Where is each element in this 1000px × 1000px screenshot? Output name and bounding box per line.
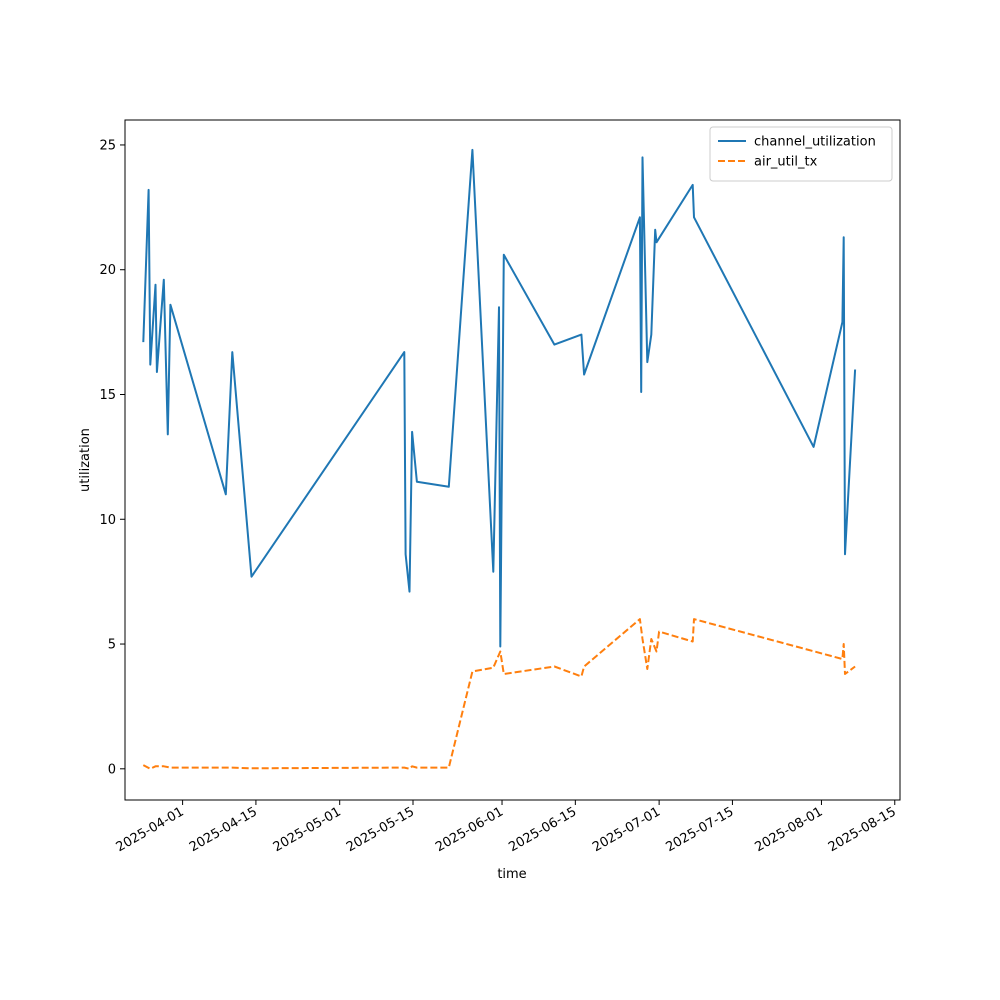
- series-layer: [142, 148, 857, 770]
- y-tick-label: 0: [108, 762, 116, 777]
- y-tick-label: 25: [99, 138, 116, 153]
- x-axis-label: time: [497, 867, 526, 882]
- y-axis-label: utilization: [78, 428, 93, 492]
- series-line-air_util_tx: [142, 618, 856, 770]
- y-tick-label: 10: [99, 513, 116, 528]
- legend: channel_utilization air_util_tx: [709, 126, 893, 182]
- series-line-channel_utilization: [142, 148, 857, 648]
- y-tick-label: 15: [99, 388, 116, 403]
- y-tick-label: 5: [108, 638, 116, 653]
- y-axis: 0 5 10 15 20 25: [99, 138, 125, 777]
- y-tick-label: 20: [99, 263, 116, 278]
- plot-frame: [124, 119, 901, 801]
- legend-label-air_util_tx: air_util_tx: [754, 155, 818, 170]
- legend-label-channel_utilization: channel_utilization: [754, 135, 876, 150]
- legend-box: [709, 126, 893, 182]
